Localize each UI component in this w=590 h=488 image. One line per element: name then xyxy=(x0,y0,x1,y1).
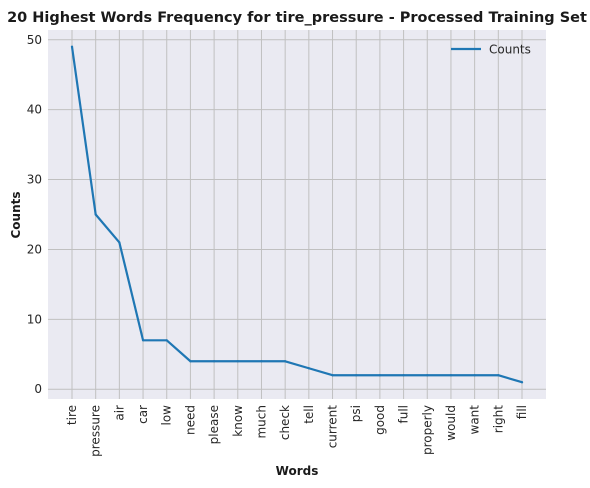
data-point-low xyxy=(165,339,168,342)
x-axis-ticks: tire pressure air car low need please know much c… xyxy=(65,405,529,457)
x-tick-label-please: please xyxy=(207,405,221,444)
y-axis-label: Counts xyxy=(9,191,23,238)
data-point-properly xyxy=(426,374,429,377)
data-point-good xyxy=(378,374,381,377)
y-tick-label: 0 xyxy=(34,382,42,396)
data-point-need xyxy=(189,360,192,363)
grid-lines xyxy=(48,30,546,399)
data-point-current xyxy=(331,374,334,377)
x-tick-label-much: much xyxy=(254,405,268,439)
x-tick-label-current: current xyxy=(326,405,340,449)
x-tick-label-pressure: pressure xyxy=(89,405,103,457)
y-tick-label: 20 xyxy=(27,242,42,256)
x-tick-label-check: check xyxy=(278,405,292,440)
x-tick-label-good: good xyxy=(373,405,387,435)
data-point-please xyxy=(213,360,216,363)
series-line-counts xyxy=(70,45,524,384)
x-tick-label-want: want xyxy=(468,405,482,435)
data-point-psi xyxy=(355,374,358,377)
data-point-much xyxy=(260,360,263,363)
data-point-pressure xyxy=(94,213,97,216)
x-tick-label-tire: tire xyxy=(65,405,79,425)
x-tick-label-psi: psi xyxy=(349,405,363,422)
data-point-air xyxy=(118,241,121,244)
x-tick-label-fill: fill xyxy=(515,405,529,419)
data-point-fill xyxy=(520,381,524,384)
data-point-car xyxy=(141,339,145,342)
x-tick-label-know: know xyxy=(231,405,245,437)
data-point-right xyxy=(497,374,500,377)
x-tick-label-low: low xyxy=(160,405,174,426)
x-axis-label: Words xyxy=(276,464,319,478)
x-tick-label-properly: properly xyxy=(420,405,434,455)
legend: Counts xyxy=(451,43,531,57)
y-tick-label: 40 xyxy=(27,103,42,117)
data-point-know xyxy=(236,360,239,363)
y-axis-ticks: 0 10 20 30 40 50 xyxy=(27,33,42,396)
x-tick-label-full: full xyxy=(397,405,411,424)
x-tick-label-right: right xyxy=(491,405,505,433)
y-tick-label: 10 xyxy=(27,312,42,326)
x-tick-label-car: car xyxy=(136,405,150,424)
y-tick-label: 30 xyxy=(27,173,42,187)
x-tick-label-need: need xyxy=(183,405,197,435)
series-points xyxy=(70,45,524,384)
data-point-would xyxy=(449,374,453,377)
plot-area xyxy=(48,30,546,399)
x-tick-label-air: air xyxy=(112,405,126,421)
data-point-tire xyxy=(70,45,74,48)
x-tick-label-would: would xyxy=(444,405,458,441)
x-tick-label-tell: tell xyxy=(302,405,316,424)
data-point-tell xyxy=(307,367,310,370)
chart-title: 20 Highest Words Frequency for tire_pres… xyxy=(7,10,587,26)
data-point-want xyxy=(473,374,476,377)
y-tick-label: 50 xyxy=(27,33,42,47)
legend-label: Counts xyxy=(489,43,531,57)
data-point-full xyxy=(402,374,405,377)
data-point-check xyxy=(284,360,287,363)
